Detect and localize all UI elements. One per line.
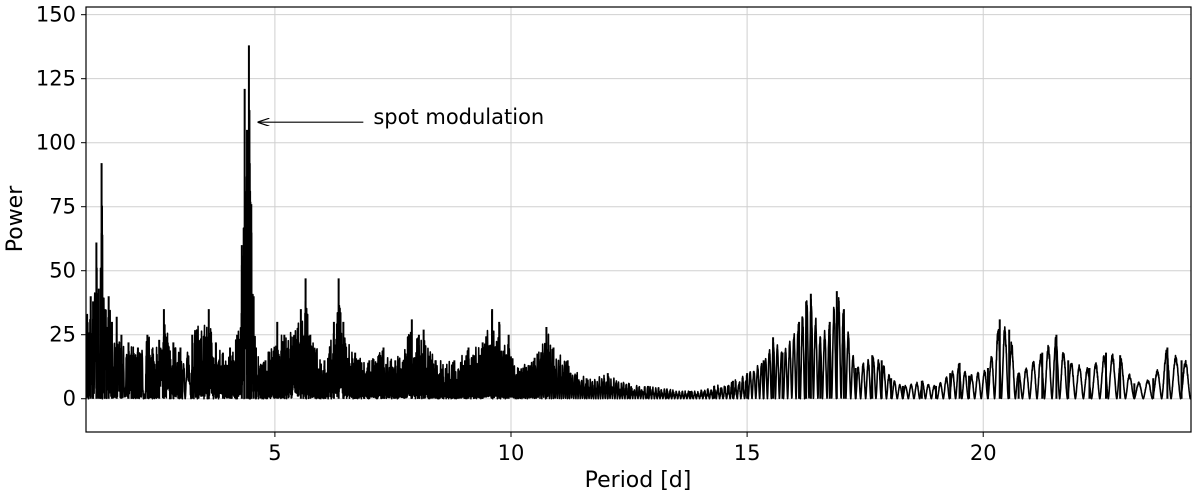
annotation-layer: spot modulation — [258, 105, 544, 129]
tick-layer: 5 10 15 20 0 25 50 75 100 125 150 — [36, 3, 997, 465]
x-tick-label: 15 — [734, 441, 761, 465]
x-tick-label: 5 — [268, 441, 281, 465]
series-layer — [86, 45, 1191, 400]
annotation-spot-modulation: spot modulation — [373, 105, 544, 129]
y-tick-label: 150 — [36, 3, 76, 27]
y-tick-label: 0 — [63, 387, 76, 411]
x-tick-label: 20 — [970, 441, 997, 465]
y-tick-label: 50 — [49, 259, 76, 283]
plot-frame — [85, 6, 1192, 433]
y-axis-label: Power — [3, 185, 28, 252]
y-tick-label: 25 — [49, 323, 76, 347]
y-tick-label: 75 — [49, 195, 76, 219]
x-axis-label: Period [d] — [585, 468, 692, 493]
x-tick-label: 10 — [498, 441, 525, 465]
power-series-line — [86, 109, 1191, 400]
y-tick-label: 125 — [36, 67, 76, 91]
y-tick-label: 100 — [36, 131, 76, 155]
